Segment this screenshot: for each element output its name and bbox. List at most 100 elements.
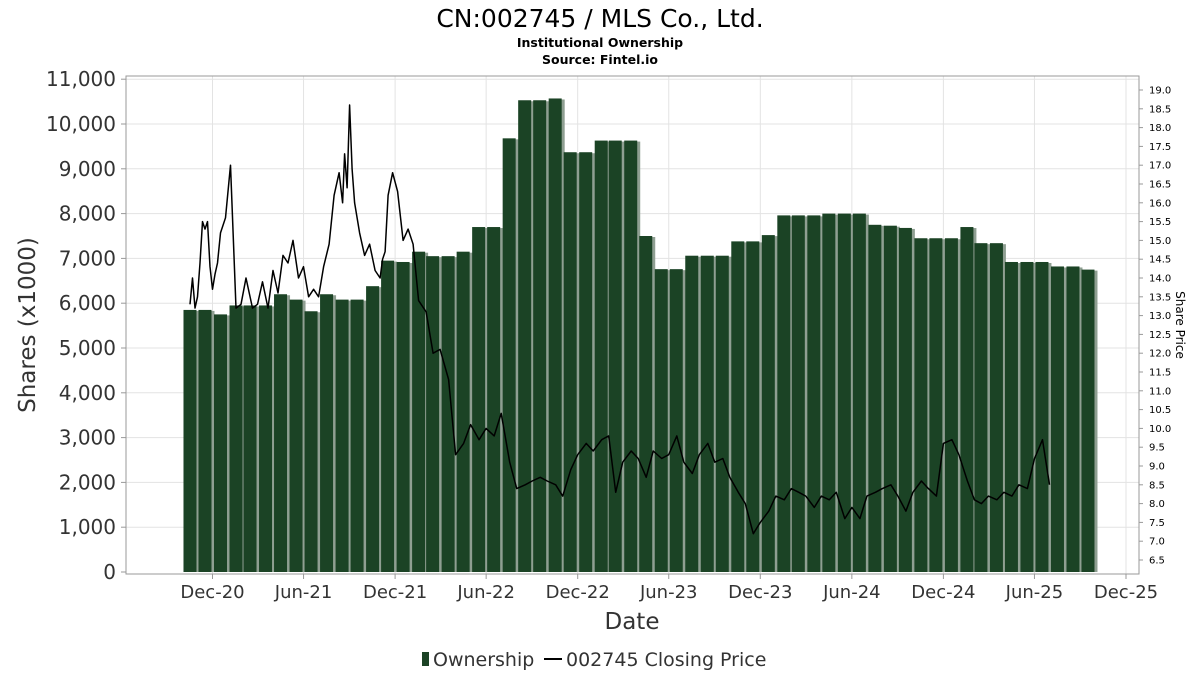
chart-subtitle: Institutional Ownership xyxy=(517,35,683,50)
ownership-bar xyxy=(366,286,380,572)
ownership-bar xyxy=(456,251,470,572)
ownership-bar xyxy=(472,227,486,573)
y2-tick-label: 16.0 xyxy=(1149,198,1171,209)
x-axis-ticks: Dec-20 Jun-21 Dec-21 Jun-22 Dec-22 Jun-23 Dec-… xyxy=(180,574,1158,603)
ownership-bar xyxy=(791,215,805,572)
right-axis-ticks: 6.5 7.0 7.5 8.0 8.5 9.0 9.5 10.0 10.5 11.0 11.5 12.… xyxy=(1139,86,1171,567)
x-tick-label: Dec-23 xyxy=(728,582,792,603)
ownership-bar xyxy=(487,227,501,573)
y2-tick-label: 6.5 xyxy=(1149,556,1165,567)
y2-tick-label: 18.0 xyxy=(1149,123,1171,134)
y2-tick-label: 16.5 xyxy=(1149,180,1171,191)
ownership-bar xyxy=(426,256,440,572)
chart-source: Source: Fintel.io xyxy=(542,52,658,67)
x-tick-label: Jun-24 xyxy=(822,582,881,603)
y-tick-label: 0 xyxy=(103,560,116,584)
ownership-bar xyxy=(1020,261,1034,572)
y-tick-label: 4,000 xyxy=(59,381,116,405)
ownership-bar xyxy=(898,227,912,572)
x-tick-label: Dec-25 xyxy=(1094,582,1158,603)
plot-frame xyxy=(125,75,1140,575)
ownership-bar xyxy=(654,269,668,572)
x-tick-label: Dec-22 xyxy=(546,582,610,603)
ownership-bar xyxy=(914,238,928,573)
ownership-bar xyxy=(989,243,1003,572)
x-tick-label: Jun-21 xyxy=(274,582,333,603)
ownership-bar xyxy=(822,213,836,572)
ownership-bar xyxy=(700,255,714,572)
ownership-bar xyxy=(639,236,653,572)
y2-tick-label: 15.0 xyxy=(1149,236,1171,247)
y2-tick-label: 9.0 xyxy=(1149,462,1165,473)
y2-tick-label: 15.5 xyxy=(1149,217,1171,228)
left-axis-ticks: 0 1,000 2,000 3,000 4,000 5,000 6,000 7,000 8,00… xyxy=(46,67,126,584)
y-tick-label: 9,000 xyxy=(59,157,116,181)
ownership-bar xyxy=(289,299,303,572)
ownership-bar xyxy=(198,309,212,572)
y2-tick-label: 8.0 xyxy=(1149,499,1165,510)
ownership-bar xyxy=(304,311,318,572)
ownership-bar xyxy=(746,241,760,572)
ownership-bar xyxy=(960,227,974,573)
ownership-bar xyxy=(837,213,851,572)
ownership-bar xyxy=(669,269,683,572)
legend-ownership-label: Ownership xyxy=(433,649,534,671)
ownership-bar xyxy=(441,256,455,572)
price-series xyxy=(189,104,1051,535)
y2-tick-label: 13.0 xyxy=(1149,311,1171,322)
y2-tick-label: 7.5 xyxy=(1149,518,1165,529)
y2-tick-label: 18.5 xyxy=(1149,104,1171,115)
ownership-bar xyxy=(883,225,897,573)
y2-tick-label: 14.0 xyxy=(1149,274,1171,285)
x-tick-label: Dec-20 xyxy=(180,582,244,603)
ownership-bar xyxy=(624,140,638,573)
ownership-bar xyxy=(777,215,791,572)
y2-tick-label: 17.0 xyxy=(1149,161,1171,172)
y2-axis-label: Share Price xyxy=(1173,291,1187,359)
y2-tick-label: 9.5 xyxy=(1149,443,1165,454)
ownership-bar xyxy=(807,215,821,572)
y2-tick-label: 7.0 xyxy=(1149,537,1165,548)
ownership-bar xyxy=(1004,261,1018,572)
y2-tick-label: 8.5 xyxy=(1149,480,1165,491)
ownership-bar xyxy=(350,299,364,572)
ownership-bars xyxy=(183,98,1098,573)
ownership-bar xyxy=(320,294,334,572)
ownership-bar xyxy=(1066,266,1080,572)
y-tick-label: 10,000 xyxy=(46,112,116,136)
y-axis-label: Shares (x1000) xyxy=(15,237,41,413)
x-axis-label: Date xyxy=(605,609,660,635)
ownership-bar xyxy=(731,241,745,572)
ownership-bar xyxy=(761,235,775,572)
ownership-bar xyxy=(243,305,257,572)
y2-tick-label: 12.5 xyxy=(1149,330,1171,341)
ownership-bar xyxy=(579,152,593,572)
y2-tick-label: 12.0 xyxy=(1149,349,1171,360)
x-tick-label: Dec-21 xyxy=(363,582,427,603)
ownership-bar xyxy=(335,299,349,572)
y2-tick-label: 11.5 xyxy=(1149,368,1171,379)
y-tick-label: 8,000 xyxy=(59,202,116,226)
x-tick-label: Dec-24 xyxy=(911,582,975,603)
y2-tick-label: 14.5 xyxy=(1149,255,1171,266)
y2-tick-label: 10.5 xyxy=(1149,405,1171,416)
y2-tick-label: 17.5 xyxy=(1149,142,1171,153)
ownership-bar xyxy=(868,224,882,573)
y-tick-label: 3,000 xyxy=(59,426,116,450)
x-tick-label: Jun-23 xyxy=(639,582,698,603)
ownership-bar xyxy=(974,243,988,572)
ownership-bar xyxy=(685,255,699,572)
ownership-bar xyxy=(852,213,866,572)
y2-tick-label: 13.5 xyxy=(1149,292,1171,303)
x-tick-label: Jun-25 xyxy=(1005,582,1064,603)
ownership-bar xyxy=(1050,266,1064,572)
chart-title: CN:002745 / MLS Co., Ltd. xyxy=(436,4,763,33)
ownership-bar xyxy=(412,251,426,572)
ownership-bar xyxy=(381,260,395,572)
legend: Ownership 002745 Closing Price xyxy=(422,649,766,671)
price-line xyxy=(189,104,1051,535)
ownership-bar xyxy=(533,100,547,573)
ownership-bar xyxy=(1035,261,1049,572)
ownership-bar xyxy=(1081,269,1095,572)
